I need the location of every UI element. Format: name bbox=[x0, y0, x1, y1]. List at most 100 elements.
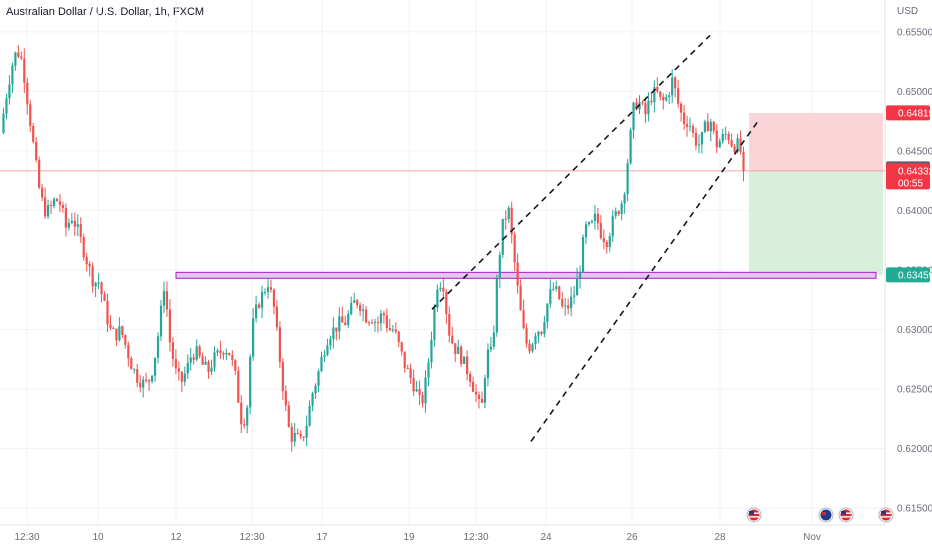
candle-body bbox=[546, 303, 549, 323]
candle-body bbox=[29, 104, 32, 127]
candle-body bbox=[626, 163, 629, 195]
flag-union bbox=[822, 512, 826, 515]
candle-body bbox=[46, 204, 50, 217]
candle-body bbox=[61, 205, 65, 209]
candle-body bbox=[41, 187, 44, 198]
time-tick-label: 12:30 bbox=[239, 532, 264, 543]
candle-body bbox=[412, 378, 415, 392]
candle-body bbox=[341, 316, 344, 323]
candle-body bbox=[697, 144, 701, 146]
candle-body bbox=[644, 103, 647, 115]
candle-body bbox=[718, 141, 721, 148]
candle-body bbox=[427, 362, 430, 378]
candle-body bbox=[317, 371, 320, 386]
candle-body bbox=[201, 356, 204, 365]
candle-body bbox=[659, 91, 662, 97]
candle-body bbox=[721, 134, 724, 142]
candle-body bbox=[700, 131, 704, 145]
candle-body bbox=[210, 367, 213, 372]
candle-body bbox=[409, 368, 412, 379]
price-tag-label: 0.64332 bbox=[898, 166, 932, 177]
candle-body bbox=[436, 289, 439, 309]
candle-body bbox=[590, 220, 594, 223]
price-axis[interactable]: 0.655000.650000.645000.640000.635000.630… bbox=[897, 6, 932, 515]
candle-body bbox=[323, 355, 326, 357]
candle-body bbox=[543, 322, 546, 334]
candle-body bbox=[311, 393, 314, 406]
candle-body bbox=[320, 356, 323, 372]
candle-body bbox=[234, 360, 237, 371]
time-tick-label: 24 bbox=[540, 532, 552, 543]
candle-body bbox=[540, 331, 543, 334]
candle-body bbox=[573, 295, 576, 297]
candle-body bbox=[55, 198, 59, 202]
candle-body bbox=[730, 140, 733, 147]
candle-body bbox=[519, 285, 522, 311]
price-tag bbox=[886, 105, 930, 121]
candle-body bbox=[537, 331, 540, 336]
time-tick-label: 10 bbox=[92, 532, 104, 543]
candle-body bbox=[356, 300, 359, 306]
candle-body bbox=[641, 102, 644, 104]
candle-body bbox=[2, 113, 5, 134]
candle-body bbox=[361, 309, 365, 311]
flag-stripe bbox=[841, 516, 851, 518]
candle-body bbox=[305, 425, 308, 438]
candle-body bbox=[49, 204, 53, 206]
candle-body bbox=[662, 96, 665, 101]
candle-body bbox=[439, 287, 442, 290]
price-tick-label: 0.64000 bbox=[897, 206, 932, 217]
candle-body bbox=[466, 356, 469, 374]
candle-body bbox=[564, 305, 567, 307]
candle-body bbox=[454, 343, 457, 354]
price-tick-label: 0.63000 bbox=[897, 325, 932, 336]
candle-body bbox=[257, 304, 261, 308]
candle-body bbox=[706, 121, 709, 132]
candle-body bbox=[587, 222, 591, 225]
candle-body bbox=[445, 291, 448, 315]
candle-body bbox=[635, 102, 638, 110]
candle-body bbox=[468, 373, 472, 382]
candle-body bbox=[73, 220, 76, 227]
candle-body bbox=[656, 87, 659, 92]
candle-body bbox=[189, 357, 192, 363]
candle-body bbox=[5, 98, 8, 114]
candle-body bbox=[171, 342, 174, 360]
economic-events[interactable] bbox=[746, 507, 894, 523]
candle-body bbox=[195, 346, 198, 360]
candle-body bbox=[168, 309, 172, 343]
candle-body bbox=[58, 201, 62, 206]
candle-body bbox=[67, 222, 70, 228]
candle-body bbox=[11, 65, 14, 85]
price-tick-label: 0.61500 bbox=[897, 504, 932, 515]
candle-body bbox=[153, 357, 157, 376]
candle-body bbox=[347, 313, 350, 326]
chart-title: Australian Dollar / U.S. Dollar, 1h, FXC… bbox=[6, 6, 205, 18]
candle-body bbox=[549, 289, 552, 304]
candle-body bbox=[430, 339, 433, 363]
time-axis[interactable]: 12:30 10 12 12:30 17 19 12:30 24 26 28 Nov bbox=[14, 532, 820, 543]
candle-body bbox=[596, 213, 599, 223]
candle-body bbox=[177, 368, 180, 372]
candle-body bbox=[599, 222, 602, 239]
candle-body bbox=[391, 329, 394, 331]
trade-zones bbox=[0, 112, 885, 279]
flag-canton bbox=[841, 511, 846, 515]
countdown-label: 00:55 bbox=[898, 178, 923, 189]
grid-lines bbox=[0, 0, 886, 526]
candle-body bbox=[534, 335, 537, 345]
candle-body bbox=[308, 405, 311, 426]
candle-body bbox=[94, 282, 97, 287]
candle-body bbox=[228, 352, 231, 356]
candle-body bbox=[742, 151, 745, 171]
candle-body bbox=[620, 203, 623, 214]
candle-body bbox=[20, 56, 23, 59]
candle-body bbox=[150, 375, 154, 382]
candle-body bbox=[165, 291, 169, 310]
candle-body bbox=[335, 327, 338, 332]
candle-body bbox=[364, 309, 368, 323]
candle-body bbox=[249, 356, 252, 408]
candle-body bbox=[255, 304, 258, 319]
